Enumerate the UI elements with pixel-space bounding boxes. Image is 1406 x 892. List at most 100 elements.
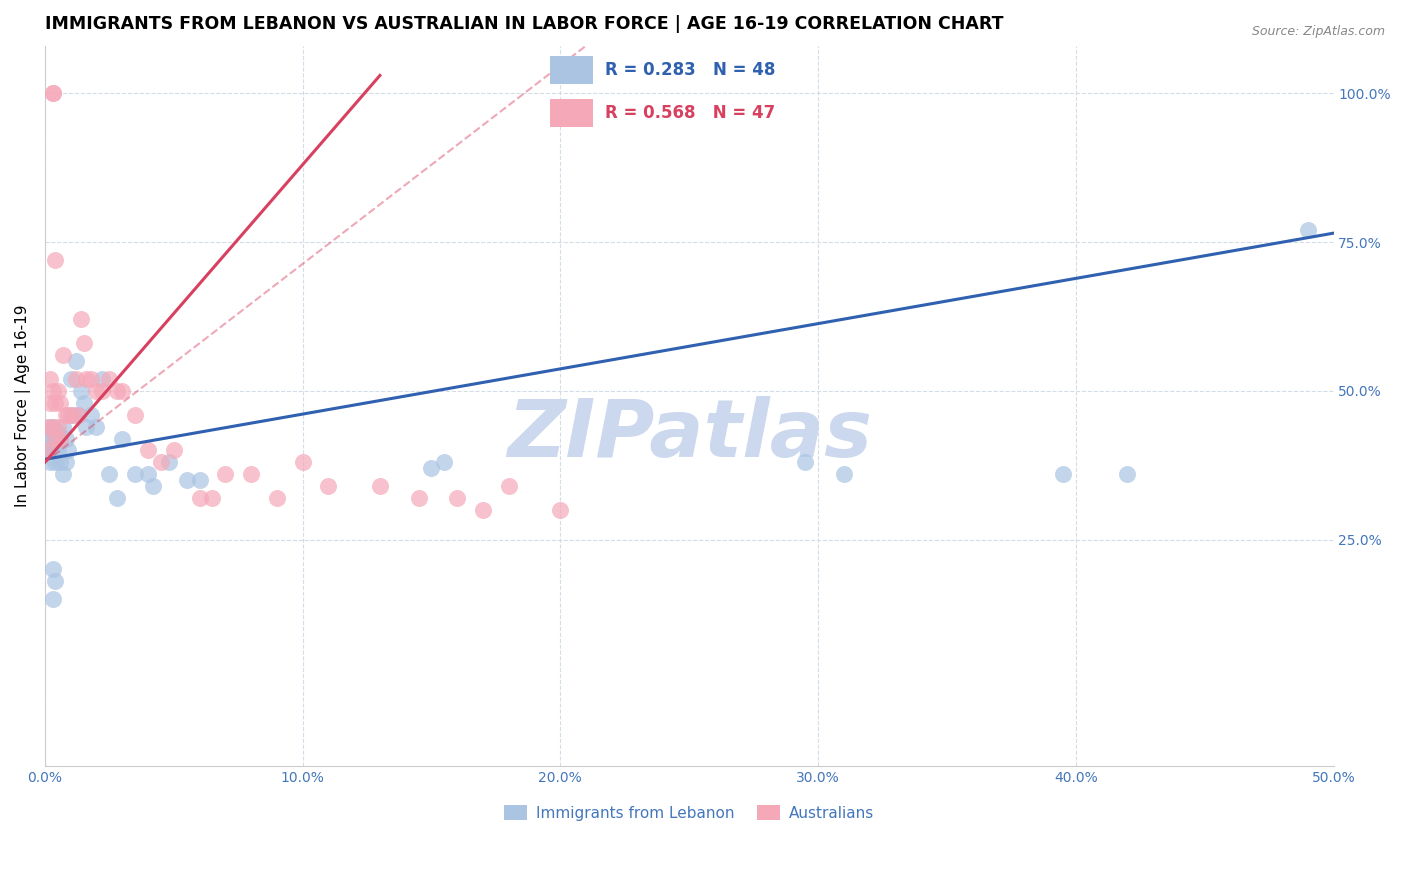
Point [98, 467, 121, 482]
Point [67, 408, 90, 422]
Point [41, 592, 63, 607]
Point [498, 479, 520, 493]
Point [37, 432, 59, 446]
Point [98, 372, 121, 386]
Point [44, 425, 66, 440]
Point [832, 467, 855, 482]
Point [39, 419, 62, 434]
Legend: Immigrants from Lebanon, Australians: Immigrants from Lebanon, Australians [498, 798, 880, 827]
Point [37, 443, 59, 458]
Point [408, 491, 430, 505]
Point [56, 408, 79, 422]
Point [550, 503, 572, 517]
Point [201, 491, 224, 505]
Point [65, 354, 87, 368]
Point [124, 408, 146, 422]
Text: ZIPatlas: ZIPatlas [506, 395, 872, 474]
Point [214, 467, 236, 482]
Point [90, 372, 112, 386]
Point [44, 396, 66, 410]
Point [41, 419, 63, 434]
Y-axis label: In Labor Force | Age 16-19: In Labor Force | Age 16-19 [15, 304, 31, 507]
Point [420, 461, 443, 475]
Point [446, 491, 468, 505]
Point [188, 473, 211, 487]
Point [266, 491, 288, 505]
Point [72, 396, 94, 410]
Point [433, 455, 456, 469]
Point [176, 473, 198, 487]
Point [240, 467, 263, 482]
Point [39, 455, 62, 469]
Point [52, 419, 75, 434]
Point [86, 384, 108, 398]
Point [37, 443, 59, 458]
Point [75, 419, 97, 434]
Point [59, 372, 82, 386]
Point [86, 419, 108, 434]
Text: IMMIGRANTS FROM LEBANON VS AUSTRALIAN IN LABOR FORCE | AGE 16-19 CORRELATION CHA: IMMIGRANTS FROM LEBANON VS AUSTRALIAN IN… [45, 15, 1004, 33]
Point [44, 574, 66, 589]
Point [46, 443, 69, 458]
Point [188, 491, 211, 505]
Text: Source: ZipAtlas.com: Source: ZipAtlas.com [1251, 25, 1385, 38]
Point [318, 479, 340, 493]
Point [72, 336, 94, 351]
Point [46, 419, 69, 434]
Point [163, 443, 186, 458]
Point [52, 348, 75, 362]
Point [794, 455, 817, 469]
Point [46, 384, 69, 398]
Point [1296, 223, 1319, 237]
Point [1116, 467, 1139, 482]
Point [142, 479, 165, 493]
Point [41, 384, 63, 398]
Text: R = 0.283   N = 48: R = 0.283 N = 48 [605, 61, 775, 78]
Point [41, 443, 63, 458]
Point [90, 384, 112, 398]
Point [41, 87, 63, 101]
Point [472, 503, 495, 517]
Point [41, 432, 63, 446]
Point [41, 87, 63, 101]
Point [111, 432, 134, 446]
Point [37, 419, 59, 434]
Point [291, 455, 314, 469]
Point [39, 372, 62, 386]
Point [111, 384, 134, 398]
Point [136, 467, 159, 482]
Point [70, 384, 93, 398]
Point [62, 408, 84, 422]
Bar [550, 56, 593, 84]
Point [52, 467, 75, 482]
Point [39, 396, 62, 410]
Point [80, 408, 103, 422]
Point [44, 252, 66, 267]
Point [55, 455, 77, 469]
Point [41, 419, 63, 434]
Point [75, 372, 97, 386]
Point [56, 443, 79, 458]
Point [157, 455, 180, 469]
Point [49, 432, 72, 446]
Point [105, 384, 128, 398]
Point [105, 491, 128, 505]
Point [80, 372, 103, 386]
Point [136, 443, 159, 458]
Point [124, 467, 146, 482]
Text: R = 0.568   N = 47: R = 0.568 N = 47 [605, 104, 775, 122]
Point [39, 443, 62, 458]
Point [149, 455, 172, 469]
Point [49, 396, 72, 410]
Point [49, 432, 72, 446]
Point [55, 432, 77, 446]
Point [368, 479, 391, 493]
Point [49, 455, 72, 469]
Point [1052, 467, 1074, 482]
Point [41, 562, 63, 576]
Point [70, 312, 93, 326]
Point [65, 372, 87, 386]
Point [44, 432, 66, 446]
Point [67, 408, 90, 422]
Point [59, 408, 82, 422]
